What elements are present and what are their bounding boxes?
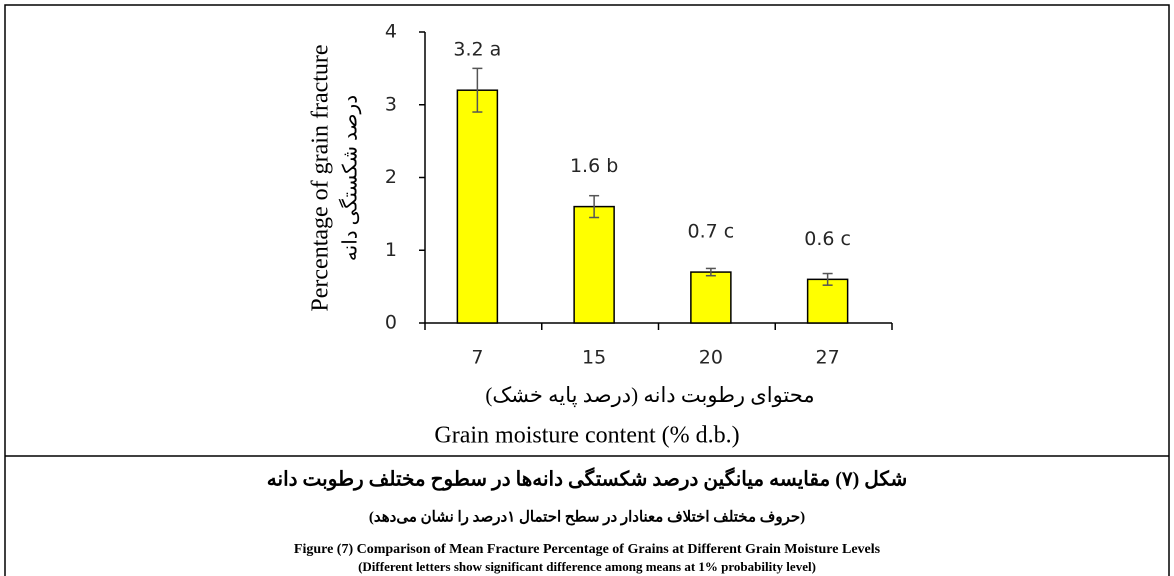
data-label: 1.6 b xyxy=(570,155,618,177)
x-tick-label: 27 xyxy=(816,347,840,369)
error-bar xyxy=(472,67,483,113)
x-axis-title: Grain moisture content (% d.b.) xyxy=(434,423,739,449)
bar xyxy=(573,205,615,324)
x-tick-label: 20 xyxy=(699,347,723,369)
bar xyxy=(806,278,849,324)
bar xyxy=(456,89,499,324)
caption-note-en: (Different letters show significant diff… xyxy=(358,559,816,574)
data-label: 0.7 c xyxy=(688,221,735,243)
caption-note-fa: (حروف مختلف اختلاف معنادار در سطح احتمال… xyxy=(369,509,805,525)
error-bar xyxy=(705,267,716,277)
y-tick-label: 3 xyxy=(385,93,397,115)
error-bar xyxy=(822,272,833,286)
data-label: 3.2 a xyxy=(453,39,501,61)
bar xyxy=(690,271,732,324)
x-tick-label: 7 xyxy=(471,347,483,369)
x-tick-label: 15 xyxy=(582,347,606,369)
y-axis-title: Percentage of grain fracture xyxy=(308,44,334,311)
y-tick-label: 2 xyxy=(385,166,397,188)
data-label: 0.6 c xyxy=(804,228,851,250)
y-tick-label: 1 xyxy=(385,239,397,261)
y-tick-label: 4 xyxy=(385,21,397,43)
y-tick-label: 0 xyxy=(385,312,397,334)
frame xyxy=(4,4,1170,576)
caption-title-fa: شکل (۷) مقایسه میانگین درصد شکستگی دانه‌… xyxy=(267,467,907,492)
y-axis-title-fa: درصد شکستگی دانه xyxy=(339,95,362,261)
caption-title-en: Figure (7) Comparison of Mean Fracture P… xyxy=(294,542,881,557)
error-bar xyxy=(589,194,600,219)
x-axis-title-fa: محتوای رطوبت دانه (درصد پایه خشک) xyxy=(485,383,814,408)
